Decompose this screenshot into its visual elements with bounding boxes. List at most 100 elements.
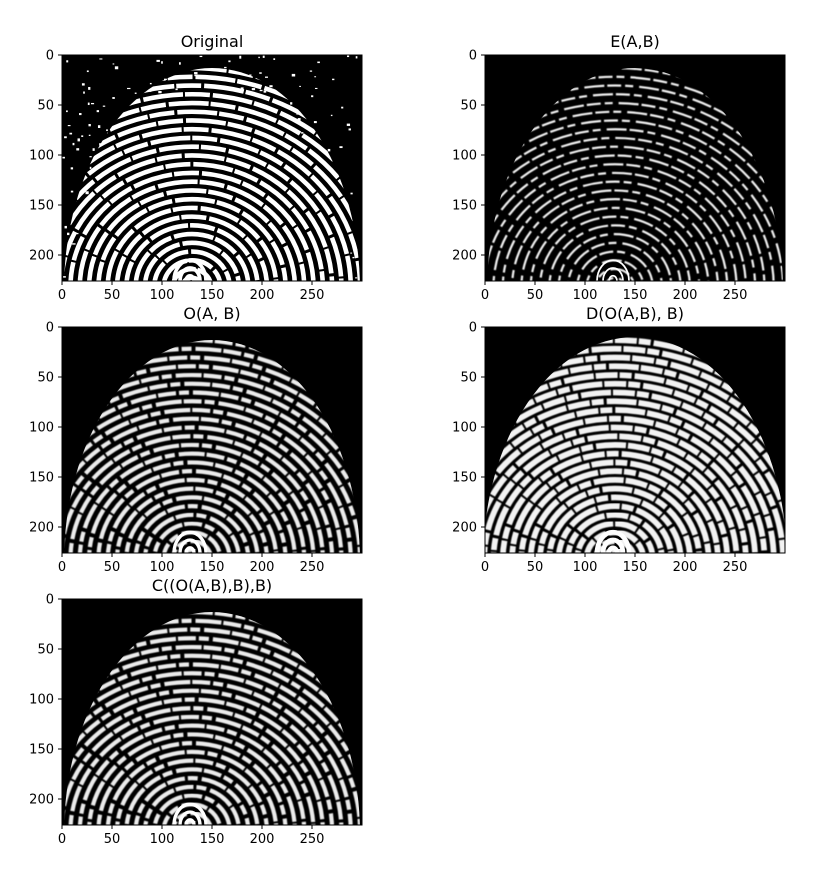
noise-dot	[81, 135, 83, 137]
y-tick-label: 50	[37, 643, 54, 658]
noise-dot	[68, 125, 71, 126]
noise-dot	[103, 106, 105, 107]
noise-dot	[89, 135, 91, 136]
noise-dot	[347, 226, 349, 228]
noise-dot	[352, 257, 354, 258]
x-tick-label: 200	[250, 832, 275, 847]
noise-dot	[260, 90, 263, 91]
noise-dot	[88, 87, 90, 90]
noise-dot	[269, 85, 272, 87]
noise-dot	[127, 88, 130, 89]
noise-dot	[72, 243, 75, 244]
noise-dot	[150, 90, 152, 92]
noise-dot	[64, 136, 67, 138]
y-tick-label: 200	[29, 249, 54, 264]
y-tick-label: 0	[46, 49, 54, 64]
noise-dot	[314, 76, 316, 77]
x-tick-label: 0	[481, 288, 489, 303]
noise-dot	[200, 56, 203, 57]
x-tick-label: 150	[623, 288, 648, 303]
noise-dot	[97, 110, 99, 112]
noise-dot	[339, 146, 342, 148]
x-tick-label: 0	[58, 832, 66, 847]
noise-dot	[156, 60, 159, 62]
noise-dot	[158, 91, 161, 93]
noise-dot	[290, 102, 292, 104]
noise-dot	[265, 77, 268, 78]
noise-dot	[209, 76, 211, 78]
y-tick-label: 50	[460, 371, 477, 386]
y-tick-label: 100	[29, 693, 54, 708]
noise-dot	[224, 67, 226, 68]
noise-dot	[112, 97, 115, 99]
noise-dot	[78, 138, 80, 141]
noise-dot	[88, 124, 90, 126]
y-tick-label: 150	[452, 199, 477, 214]
noise-dot	[355, 277, 357, 278]
noise-dot	[150, 83, 152, 84]
noise-dot	[115, 66, 118, 69]
noise-dot	[299, 86, 301, 87]
noise-dot	[317, 62, 320, 64]
x-tick-label: 100	[150, 560, 175, 575]
noise-dot	[350, 193, 352, 195]
y-tick-label: 150	[29, 199, 54, 214]
noise-dot	[315, 88, 317, 89]
noise-dot	[311, 95, 313, 97]
y-tick-label: 200	[452, 249, 477, 264]
noise-dot	[314, 121, 317, 123]
fingerprint-image	[326, 16, 837, 287]
noise-dot	[93, 157, 96, 158]
noise-dot	[82, 83, 85, 85]
noise-dot	[65, 226, 67, 228]
noise-dot	[113, 63, 115, 64]
noise-dot	[88, 103, 90, 105]
panel-title: Original	[181, 32, 244, 51]
noise-dot	[245, 82, 247, 84]
fingerprint-image	[326, 288, 837, 559]
noise-dot	[135, 93, 137, 94]
x-tick-label: 50	[104, 832, 121, 847]
y-tick-label: 100	[29, 149, 54, 164]
noise-dot	[347, 124, 350, 126]
noise-dot	[239, 56, 241, 59]
y-tick-label: 100	[29, 421, 54, 436]
noise-dot	[98, 155, 101, 156]
y-tick-label: 50	[37, 99, 54, 114]
y-tick-label: 50	[460, 99, 477, 114]
noise-dot	[349, 128, 351, 130]
fingerprint-image	[0, 288, 481, 559]
noise-dot	[79, 113, 81, 115]
noise-dot	[73, 143, 75, 145]
noise-dot	[264, 91, 267, 93]
panel-erosion: E(A,B)0 50 100 150 200 250050100150200	[326, 16, 837, 303]
noise-dot	[66, 110, 68, 112]
x-tick-label: 250	[723, 560, 748, 575]
noise-dot	[341, 107, 343, 109]
x-tick-label: 250	[723, 288, 748, 303]
noise-dot	[347, 55, 349, 57]
fingerprint-image	[0, 16, 481, 287]
x-tick-label: 150	[623, 560, 648, 575]
noise-dot	[71, 191, 73, 193]
noise-dot	[87, 70, 89, 72]
x-tick-label: 250	[300, 560, 325, 575]
noise-dot	[310, 71, 312, 72]
noise-dot	[71, 167, 73, 169]
noise-dot	[331, 115, 333, 116]
noise-dot	[350, 253, 352, 254]
noise-dot	[179, 62, 181, 64]
x-tick-label: 100	[573, 560, 598, 575]
y-tick-label: 0	[46, 321, 54, 336]
x-tick-label: 100	[150, 832, 175, 847]
panel-title: C((O(A,B),B),B)	[152, 576, 272, 595]
panel-original: Original 0 50 100 150 200 250 0 50 100 150 200	[0, 16, 481, 303]
noise-dot	[252, 88, 255, 90]
noise-dot	[89, 156, 91, 157]
noise-dot	[175, 89, 177, 91]
noise-dot	[90, 167, 92, 169]
noise-dot	[106, 129, 108, 131]
x-tick-label: 100	[573, 288, 598, 303]
y-tick-label: 200	[452, 521, 477, 536]
